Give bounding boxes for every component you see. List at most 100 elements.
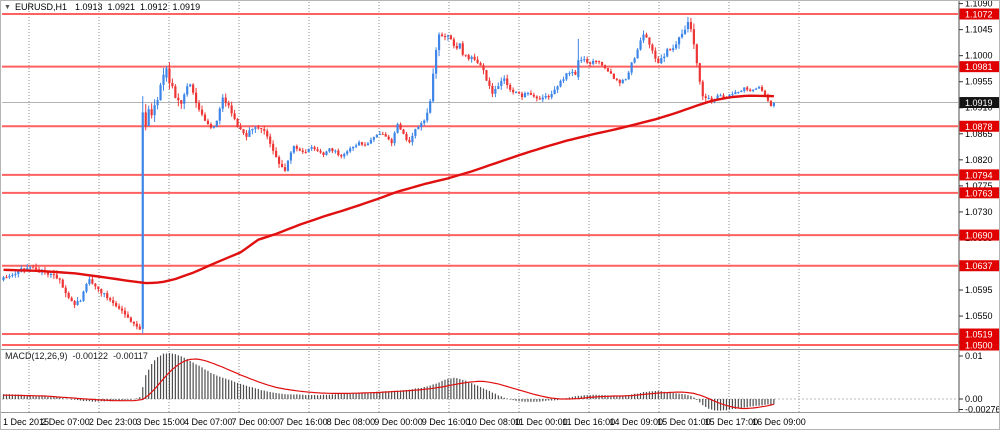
- macd-indicator-label: MACD(12,26,9) -0.00122 -0.00117: [5, 351, 153, 361]
- candle-bullish: [396, 124, 399, 133]
- candle-bullish: [162, 74, 165, 85]
- candle-bullish: [675, 44, 678, 49]
- candle-bearish: [722, 95, 725, 98]
- candle-bearish: [520, 93, 524, 98]
- candle-bullish: [165, 68, 168, 78]
- macd-value: -0.00122: [72, 351, 109, 361]
- candle-bullish: [352, 146, 355, 149]
- time-axis-label: 8 Dec 08:00: [327, 417, 376, 427]
- candle-bearish: [529, 93, 533, 95]
- candle-bearish: [114, 303, 118, 307]
- price-level-badge: [959, 328, 999, 340]
- candle-bullish: [577, 60, 580, 78]
- candle-bullish: [583, 59, 586, 61]
- candle-bearish: [58, 278, 61, 280]
- candle-bearish: [657, 58, 660, 64]
- candle-bearish: [482, 65, 485, 71]
- time-axis-label: 7 Dec 16:00: [279, 417, 328, 427]
- candle-bearish: [23, 268, 26, 270]
- candle-bullish: [683, 29, 687, 34]
- candle-bearish: [203, 114, 207, 121]
- candle-bullish: [680, 33, 684, 38]
- price-level-badge: [959, 229, 999, 241]
- candle-bearish: [97, 286, 100, 290]
- candle-bullish: [189, 84, 192, 87]
- price-tick-label: 1.0595: [965, 285, 993, 295]
- candle-bearish: [67, 292, 70, 298]
- candle-bearish: [266, 130, 269, 137]
- candle-bullish: [743, 87, 746, 91]
- candle-bullish: [153, 105, 156, 116]
- candle-bearish: [5, 277, 8, 279]
- candle-bullish: [218, 108, 221, 121]
- price-level-badge-label: 1.0637: [965, 261, 993, 271]
- candle-bearish: [73, 301, 76, 305]
- candle-bullish: [737, 91, 740, 93]
- candle-bullish: [141, 112, 144, 329]
- candle-bullish: [553, 89, 556, 95]
- candle-bullish: [289, 152, 293, 161]
- candle-bullish: [221, 97, 224, 109]
- price-tick-label: 1.0820: [965, 155, 993, 165]
- price-tick-label: 1.1045: [965, 25, 993, 35]
- candle-bullish: [11, 274, 14, 276]
- candle-bearish: [313, 147, 316, 150]
- candle-bearish: [129, 317, 133, 322]
- candle-bearish: [46, 272, 50, 275]
- bid-price-badge: [959, 97, 999, 109]
- candle-bearish: [443, 36, 447, 38]
- time-axis-label: 15 Dec 17:00: [705, 417, 759, 427]
- candle-bearish: [760, 87, 764, 91]
- ohlc-close: 1.0919: [172, 2, 201, 12]
- candle-bullish: [541, 97, 544, 100]
- time-axis-label: 4 Dec 07:00: [184, 417, 233, 427]
- candle-bullish: [346, 151, 349, 154]
- candle-bearish: [112, 300, 115, 304]
- candle-bearish: [55, 274, 58, 279]
- candle-bullish: [183, 94, 186, 104]
- candle-bullish: [429, 101, 432, 113]
- candle-bullish: [14, 274, 17, 276]
- candle-bullish: [677, 37, 681, 45]
- candle-bearish: [197, 103, 201, 110]
- price-tick-label: 1.0550: [965, 311, 993, 321]
- moving-average-line[interactable]: [3, 94, 774, 285]
- candle-bearish: [402, 129, 405, 134]
- candle-bullish: [432, 73, 435, 102]
- candle-bullish: [544, 95, 547, 98]
- candle-bullish: [286, 160, 290, 171]
- candle-bullish: [254, 127, 257, 129]
- price-level-badge: [959, 169, 999, 181]
- price-level-badge-label: 1.0981: [965, 62, 993, 72]
- candle-bullish: [334, 150, 337, 152]
- candle-bullish: [292, 146, 295, 153]
- candle-bearish: [126, 314, 130, 318]
- candle-bullish: [372, 137, 375, 140]
- candle-bullish: [417, 127, 420, 130]
- candle-bullish: [446, 35, 450, 37]
- time-axis-label: 1 Dec 2015: [3, 417, 49, 427]
- candle-bearish: [387, 136, 390, 140]
- candle-bearish: [316, 149, 319, 151]
- symbol-dropdown-icon[interactable]: ▼: [4, 4, 11, 11]
- candle-bearish: [245, 133, 248, 137]
- candle-bullish: [660, 58, 663, 64]
- price-tick-label: 1.0775: [965, 181, 993, 191]
- candle-bearish: [535, 96, 538, 99]
- candle-bearish: [517, 92, 521, 94]
- candle-bullish: [470, 56, 473, 59]
- candle-bearish: [512, 89, 515, 93]
- price-tick-label: 1.1090: [965, 1, 993, 9]
- candle-bullish: [550, 94, 553, 98]
- candle-bullish: [420, 123, 423, 128]
- candle-bullish: [663, 56, 666, 59]
- price-level-badge-label: 1.0878: [965, 122, 993, 132]
- candle-bearish: [455, 45, 458, 49]
- candle-bearish: [532, 94, 535, 97]
- candle-bearish: [586, 59, 589, 63]
- candle-bearish: [390, 139, 393, 144]
- candle-bearish: [233, 113, 236, 120]
- candle-bullish: [526, 93, 530, 95]
- candle-bearish: [272, 143, 275, 151]
